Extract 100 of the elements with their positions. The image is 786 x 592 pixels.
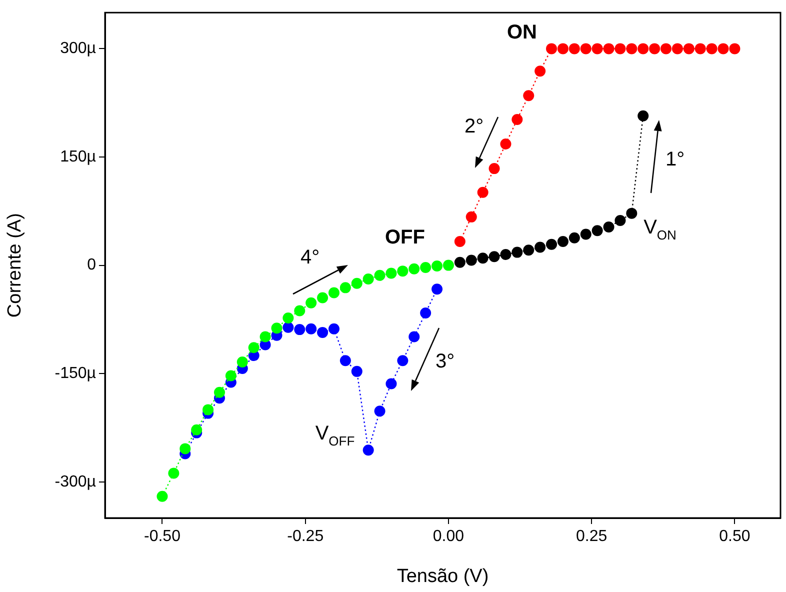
point bbox=[432, 284, 443, 295]
point bbox=[568, 232, 580, 244]
point bbox=[408, 331, 420, 342]
x-tick-label: 0.50 bbox=[719, 528, 750, 546]
point bbox=[397, 266, 408, 277]
point bbox=[260, 331, 271, 342]
point bbox=[180, 443, 191, 454]
point bbox=[638, 110, 649, 122]
point bbox=[546, 43, 558, 54]
point bbox=[488, 251, 500, 262]
point bbox=[649, 43, 660, 54]
point bbox=[477, 186, 488, 198]
annotation: ON bbox=[507, 22, 537, 44]
y-tick-label: -300µ bbox=[54, 473, 96, 490]
point bbox=[500, 138, 512, 150]
point bbox=[282, 322, 294, 333]
point bbox=[592, 225, 603, 236]
point bbox=[432, 260, 443, 272]
point bbox=[488, 163, 500, 174]
point bbox=[626, 43, 638, 54]
point bbox=[500, 248, 512, 260]
annotation: OFF bbox=[385, 226, 426, 249]
annotation: 4° bbox=[300, 246, 320, 269]
point bbox=[420, 307, 432, 318]
point bbox=[546, 238, 558, 250]
annotation: 3° bbox=[435, 350, 455, 373]
annotation: 1° bbox=[665, 148, 685, 171]
point bbox=[454, 236, 466, 247]
point bbox=[294, 305, 306, 316]
point bbox=[683, 43, 694, 54]
point bbox=[534, 242, 546, 253]
point bbox=[614, 43, 626, 54]
x-tick-label: -0.25 bbox=[287, 528, 324, 546]
point bbox=[317, 292, 328, 304]
point bbox=[523, 90, 534, 102]
point bbox=[248, 342, 260, 354]
point bbox=[202, 404, 214, 416]
point bbox=[351, 278, 362, 289]
point bbox=[568, 43, 580, 54]
point bbox=[236, 356, 248, 368]
x-tick-label: -0.50 bbox=[144, 528, 181, 546]
y-axis-title: Corrente (A) bbox=[4, 213, 26, 318]
point bbox=[156, 490, 168, 502]
point bbox=[328, 323, 340, 334]
point bbox=[225, 370, 236, 382]
point bbox=[168, 468, 180, 479]
x-tick-label: 0.00 bbox=[432, 528, 464, 546]
point bbox=[454, 256, 466, 268]
point bbox=[706, 43, 718, 54]
point bbox=[603, 222, 614, 233]
x-tick-label: 0.25 bbox=[576, 528, 608, 546]
point bbox=[660, 43, 672, 54]
y-tick-label: 0 bbox=[87, 256, 96, 274]
point bbox=[317, 326, 328, 338]
y-tick-label: 300µ bbox=[60, 40, 96, 58]
point bbox=[362, 274, 374, 285]
point bbox=[374, 406, 386, 417]
point bbox=[351, 366, 362, 377]
point bbox=[408, 263, 420, 274]
point bbox=[362, 444, 374, 456]
point bbox=[626, 208, 638, 219]
point bbox=[672, 43, 683, 54]
point bbox=[306, 323, 317, 334]
point bbox=[534, 66, 546, 77]
point bbox=[523, 244, 534, 256]
point bbox=[328, 287, 340, 298]
point bbox=[386, 268, 397, 279]
point bbox=[397, 355, 408, 366]
point bbox=[340, 355, 351, 366]
point bbox=[340, 282, 351, 294]
point bbox=[638, 43, 649, 54]
point bbox=[271, 322, 282, 334]
point bbox=[191, 424, 202, 436]
x-axis-title: Tensão (V) bbox=[396, 566, 489, 587]
point bbox=[477, 252, 488, 264]
point bbox=[420, 262, 432, 273]
point bbox=[729, 43, 740, 54]
point bbox=[466, 211, 477, 222]
point bbox=[592, 43, 603, 54]
point bbox=[442, 260, 454, 271]
point bbox=[374, 270, 386, 281]
point bbox=[512, 246, 523, 258]
point bbox=[694, 43, 706, 54]
point bbox=[718, 43, 729, 54]
point bbox=[294, 324, 306, 336]
point bbox=[214, 386, 225, 398]
y-tick-label: 150µ bbox=[60, 148, 96, 166]
point bbox=[306, 297, 317, 308]
point bbox=[603, 43, 614, 54]
point bbox=[512, 114, 523, 125]
point bbox=[466, 254, 477, 266]
point bbox=[614, 215, 626, 226]
point bbox=[557, 236, 568, 247]
point bbox=[580, 228, 592, 240]
point bbox=[386, 378, 397, 390]
point bbox=[557, 43, 568, 54]
y-tick-label: -150µ bbox=[54, 365, 96, 382]
annotation: 2° bbox=[464, 116, 484, 138]
point bbox=[580, 43, 592, 54]
point bbox=[282, 312, 294, 324]
